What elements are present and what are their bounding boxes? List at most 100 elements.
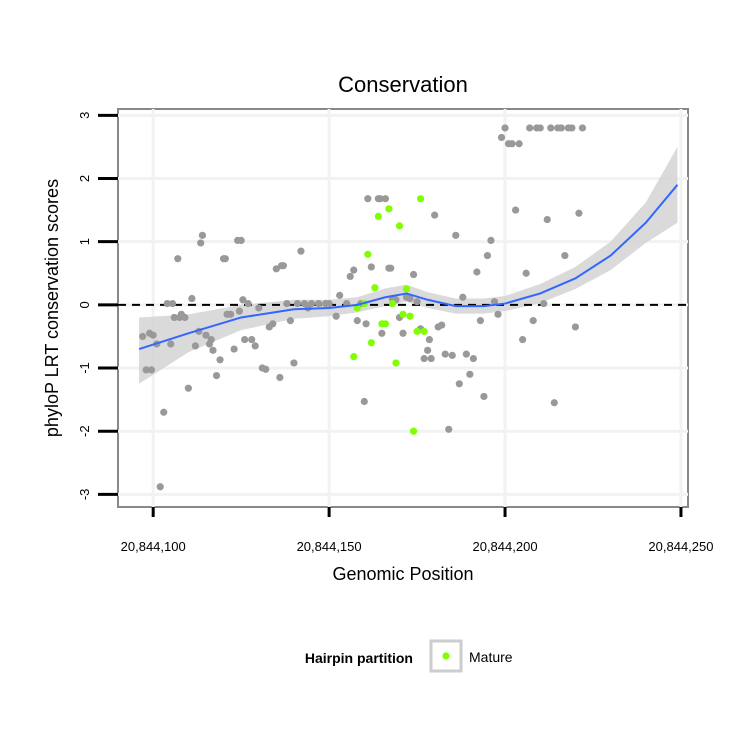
data-point — [241, 335, 249, 344]
data-point — [174, 255, 182, 263]
data-point — [226, 310, 235, 318]
data-point — [561, 251, 569, 260]
data-point — [536, 124, 544, 132]
data-point — [508, 140, 516, 148]
data-point — [519, 335, 527, 344]
data-point — [283, 299, 291, 308]
mature-data-point — [399, 310, 407, 318]
mature-data-point — [409, 427, 418, 435]
data-point — [293, 299, 302, 308]
data-point — [353, 317, 361, 325]
mature-data-point — [385, 205, 393, 213]
mature-data-point — [392, 359, 400, 367]
mature-data-point — [402, 285, 411, 293]
data-point — [202, 331, 210, 339]
legend-mature-label: Mature — [469, 649, 513, 665]
data-point — [466, 370, 474, 378]
data-point — [221, 255, 229, 263]
mature-data-point — [413, 327, 421, 335]
data-point — [350, 266, 358, 274]
data-point — [487, 236, 495, 245]
data-point — [325, 299, 333, 308]
data-point — [332, 312, 340, 320]
data-point — [191, 342, 200, 350]
data-point — [381, 195, 390, 203]
mature-data-point — [388, 299, 397, 308]
data-point — [314, 299, 323, 308]
data-point — [473, 268, 481, 276]
mature-data-point — [367, 339, 375, 347]
y-tick-label: 2 — [77, 175, 92, 182]
x-tick-label: 20,844,100 — [121, 539, 186, 554]
data-point — [480, 392, 488, 401]
x-tick-label: 20,844,200 — [472, 539, 537, 554]
data-point — [170, 313, 178, 322]
data-point — [336, 291, 344, 299]
data-point — [149, 331, 157, 339]
data-point — [198, 231, 207, 239]
data-point — [448, 351, 456, 359]
mature-data-point — [416, 195, 425, 203]
data-point — [364, 195, 372, 203]
data-point — [216, 356, 224, 364]
data-point — [399, 329, 407, 337]
y-tick-label: 1 — [77, 238, 92, 245]
data-point — [181, 313, 189, 322]
mature-data-point — [364, 250, 372, 258]
data-point — [209, 346, 217, 354]
data-point — [251, 342, 259, 350]
data-point — [307, 299, 316, 308]
data-point — [462, 350, 470, 358]
data-point — [168, 299, 177, 308]
data-point — [197, 239, 205, 247]
data-point — [540, 299, 548, 308]
data-point — [297, 247, 305, 255]
data-point — [387, 264, 395, 272]
data-point — [547, 124, 555, 132]
data-point — [235, 307, 243, 315]
data-point — [147, 366, 156, 374]
data-point — [230, 345, 238, 353]
smooth-curve — [138, 184, 679, 351]
data-point — [367, 263, 375, 271]
data-point — [290, 359, 298, 367]
data-point — [490, 298, 499, 306]
data-point — [427, 354, 435, 363]
data-point — [483, 251, 492, 260]
data-point — [431, 211, 439, 219]
data-point — [441, 350, 449, 358]
data-point — [494, 310, 502, 318]
data-point — [207, 335, 215, 344]
data-point — [276, 373, 284, 382]
mature-data-point — [374, 212, 382, 220]
data-point — [406, 294, 414, 303]
x-axis: 20,844,100 20,844,150 20,844,200 20,844,250 — [121, 507, 714, 554]
x-tick-label: 20,844,150 — [297, 539, 362, 554]
y-axis-label: phyloP LRT conservation scores — [42, 179, 62, 437]
data-point — [568, 124, 576, 132]
y-tick-label: 0 — [77, 301, 92, 308]
mature-data-point — [353, 304, 361, 312]
data-point — [511, 206, 520, 214]
smooth-line — [138, 184, 679, 351]
grid-lines — [118, 109, 688, 507]
data-point — [160, 408, 168, 416]
data-point — [476, 317, 485, 325]
mature-data-point — [350, 353, 358, 361]
data-point — [578, 124, 587, 132]
data-point — [459, 293, 467, 301]
data-point — [184, 384, 192, 392]
x-axis-label: Genomic Position — [332, 564, 473, 584]
data-point — [543, 215, 551, 224]
data-point — [376, 195, 384, 203]
data-point — [279, 262, 287, 270]
data-point — [452, 231, 460, 239]
data-point — [360, 397, 368, 406]
data-point — [156, 483, 164, 491]
data-point — [286, 317, 295, 325]
plot-background — [117, 108, 689, 508]
data-point — [212, 371, 221, 380]
data-point — [438, 321, 446, 329]
data-point — [424, 346, 432, 354]
